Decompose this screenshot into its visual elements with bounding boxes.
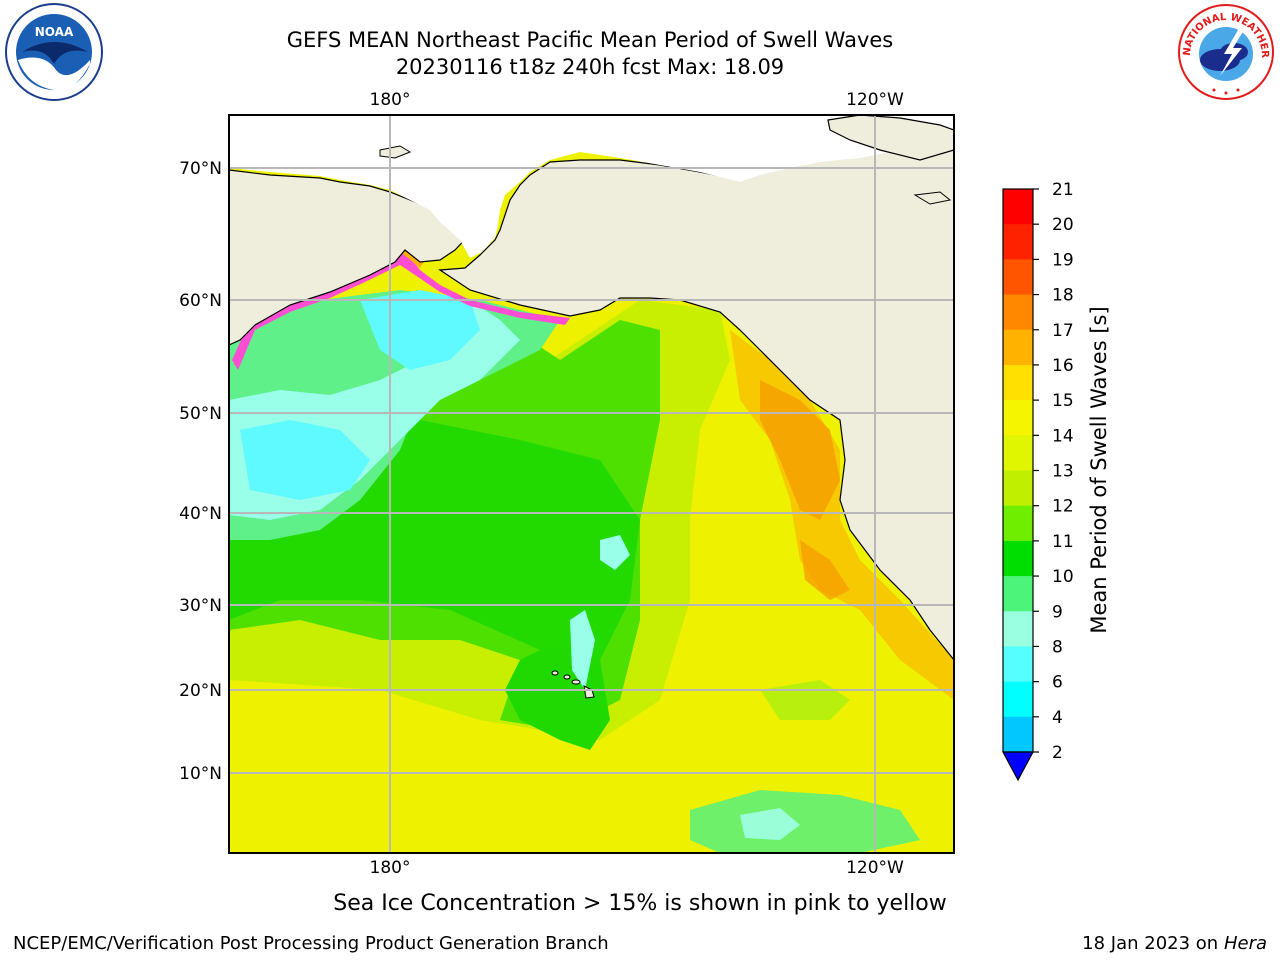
colorbar-segment [1003,189,1033,225]
map-gridlines [229,115,954,853]
lat-label: 20°N [179,681,222,701]
noaa-logo-text: NOAA [35,25,74,39]
colorbar-tick-label: 4 [1052,708,1063,728]
footer-date-text: 18 Jan 2023 on [1082,933,1224,954]
colorbar-segment [1003,611,1033,647]
colorbar-segment [1003,576,1033,612]
colorbar-segment [1003,364,1033,401]
footer-credit: NCEP/EMC/Verification Post Processing Pr… [13,933,609,954]
colorbar-segment [1003,540,1033,577]
colorbar-under-arrow [1001,751,1035,782]
map-frame [228,114,955,854]
colorbar-tick-label: 12 [1052,497,1074,517]
colorbar-segment [1003,259,1033,296]
colorbar-segment [1003,400,1033,436]
colorbar-tick-label: 8 [1052,637,1063,657]
colorbar-segment [1003,470,1033,507]
lat-label: 40°N [179,504,222,524]
colorbar-tick-label: 18 [1052,286,1074,306]
colorbar-tick-label: 9 [1052,602,1063,622]
chart-subtitle: 20230116 t18z 240h fcst Max: 18.09 [395,55,785,79]
colorbar-segment [1003,505,1033,542]
colorbar-tick-label: 21 [1052,180,1074,200]
lon-label-top: 180° [370,90,411,110]
colorbar-tick-label: 10 [1052,567,1074,587]
colorbar-segment [1003,294,1033,331]
colorbar-segment [1003,224,1033,260]
colorbar-label: Mean Period of Swell Waves [s] [1087,306,1111,633]
colorbar-tick-label: 16 [1052,356,1074,376]
lat-label: 10°N [179,764,222,784]
noaa-logo: NOAA [5,3,103,101]
lat-label: 50°N [179,404,222,424]
colorbar-tick-label: 6 [1052,673,1063,693]
colorbar-segment [1003,716,1033,753]
colorbar-segment [1003,435,1033,471]
colorbar-tick-label: 15 [1052,391,1074,411]
lon-label-top: 120°W [846,90,904,110]
lon-label-bottom: 120°W [846,858,904,878]
lat-label: 70°N [179,159,222,179]
map-field [229,115,954,853]
colorbar: 21 20 19 18 17 16 15 14 13 12 11 10 9 8 6 4 2 [1001,180,1074,782]
colorbar-segment [1003,681,1033,718]
colorbar-tick-label: 14 [1052,426,1074,446]
colorbar-segment [1003,329,1033,366]
lat-label: 30°N [179,596,222,616]
lat-label: 60°N [179,291,222,311]
colorbar-tick-label: 13 [1052,462,1074,482]
colorbar-segment [1003,646,1033,683]
chart-title: GEFS MEAN Northeast Pacific Mean Period … [286,28,894,52]
colorbar-tick-label: 19 [1052,250,1074,270]
nws-logo: NATIONAL WEATHER SERVICE [1176,2,1274,100]
lon-label-bottom: 180° [370,858,411,878]
colorbar-tick-label: 11 [1052,532,1074,552]
colorbar-tick-label: 20 [1052,215,1074,235]
footer-date: 18 Jan 2023 on Hera [1082,933,1267,954]
colorbar-tick-label: 17 [1052,321,1074,341]
footer-host: Hera [1223,933,1267,954]
sea-ice-caption: Sea Ice Concentration > 15% is shown in … [333,891,947,916]
colorbar-tick-label: 2 [1052,743,1063,763]
